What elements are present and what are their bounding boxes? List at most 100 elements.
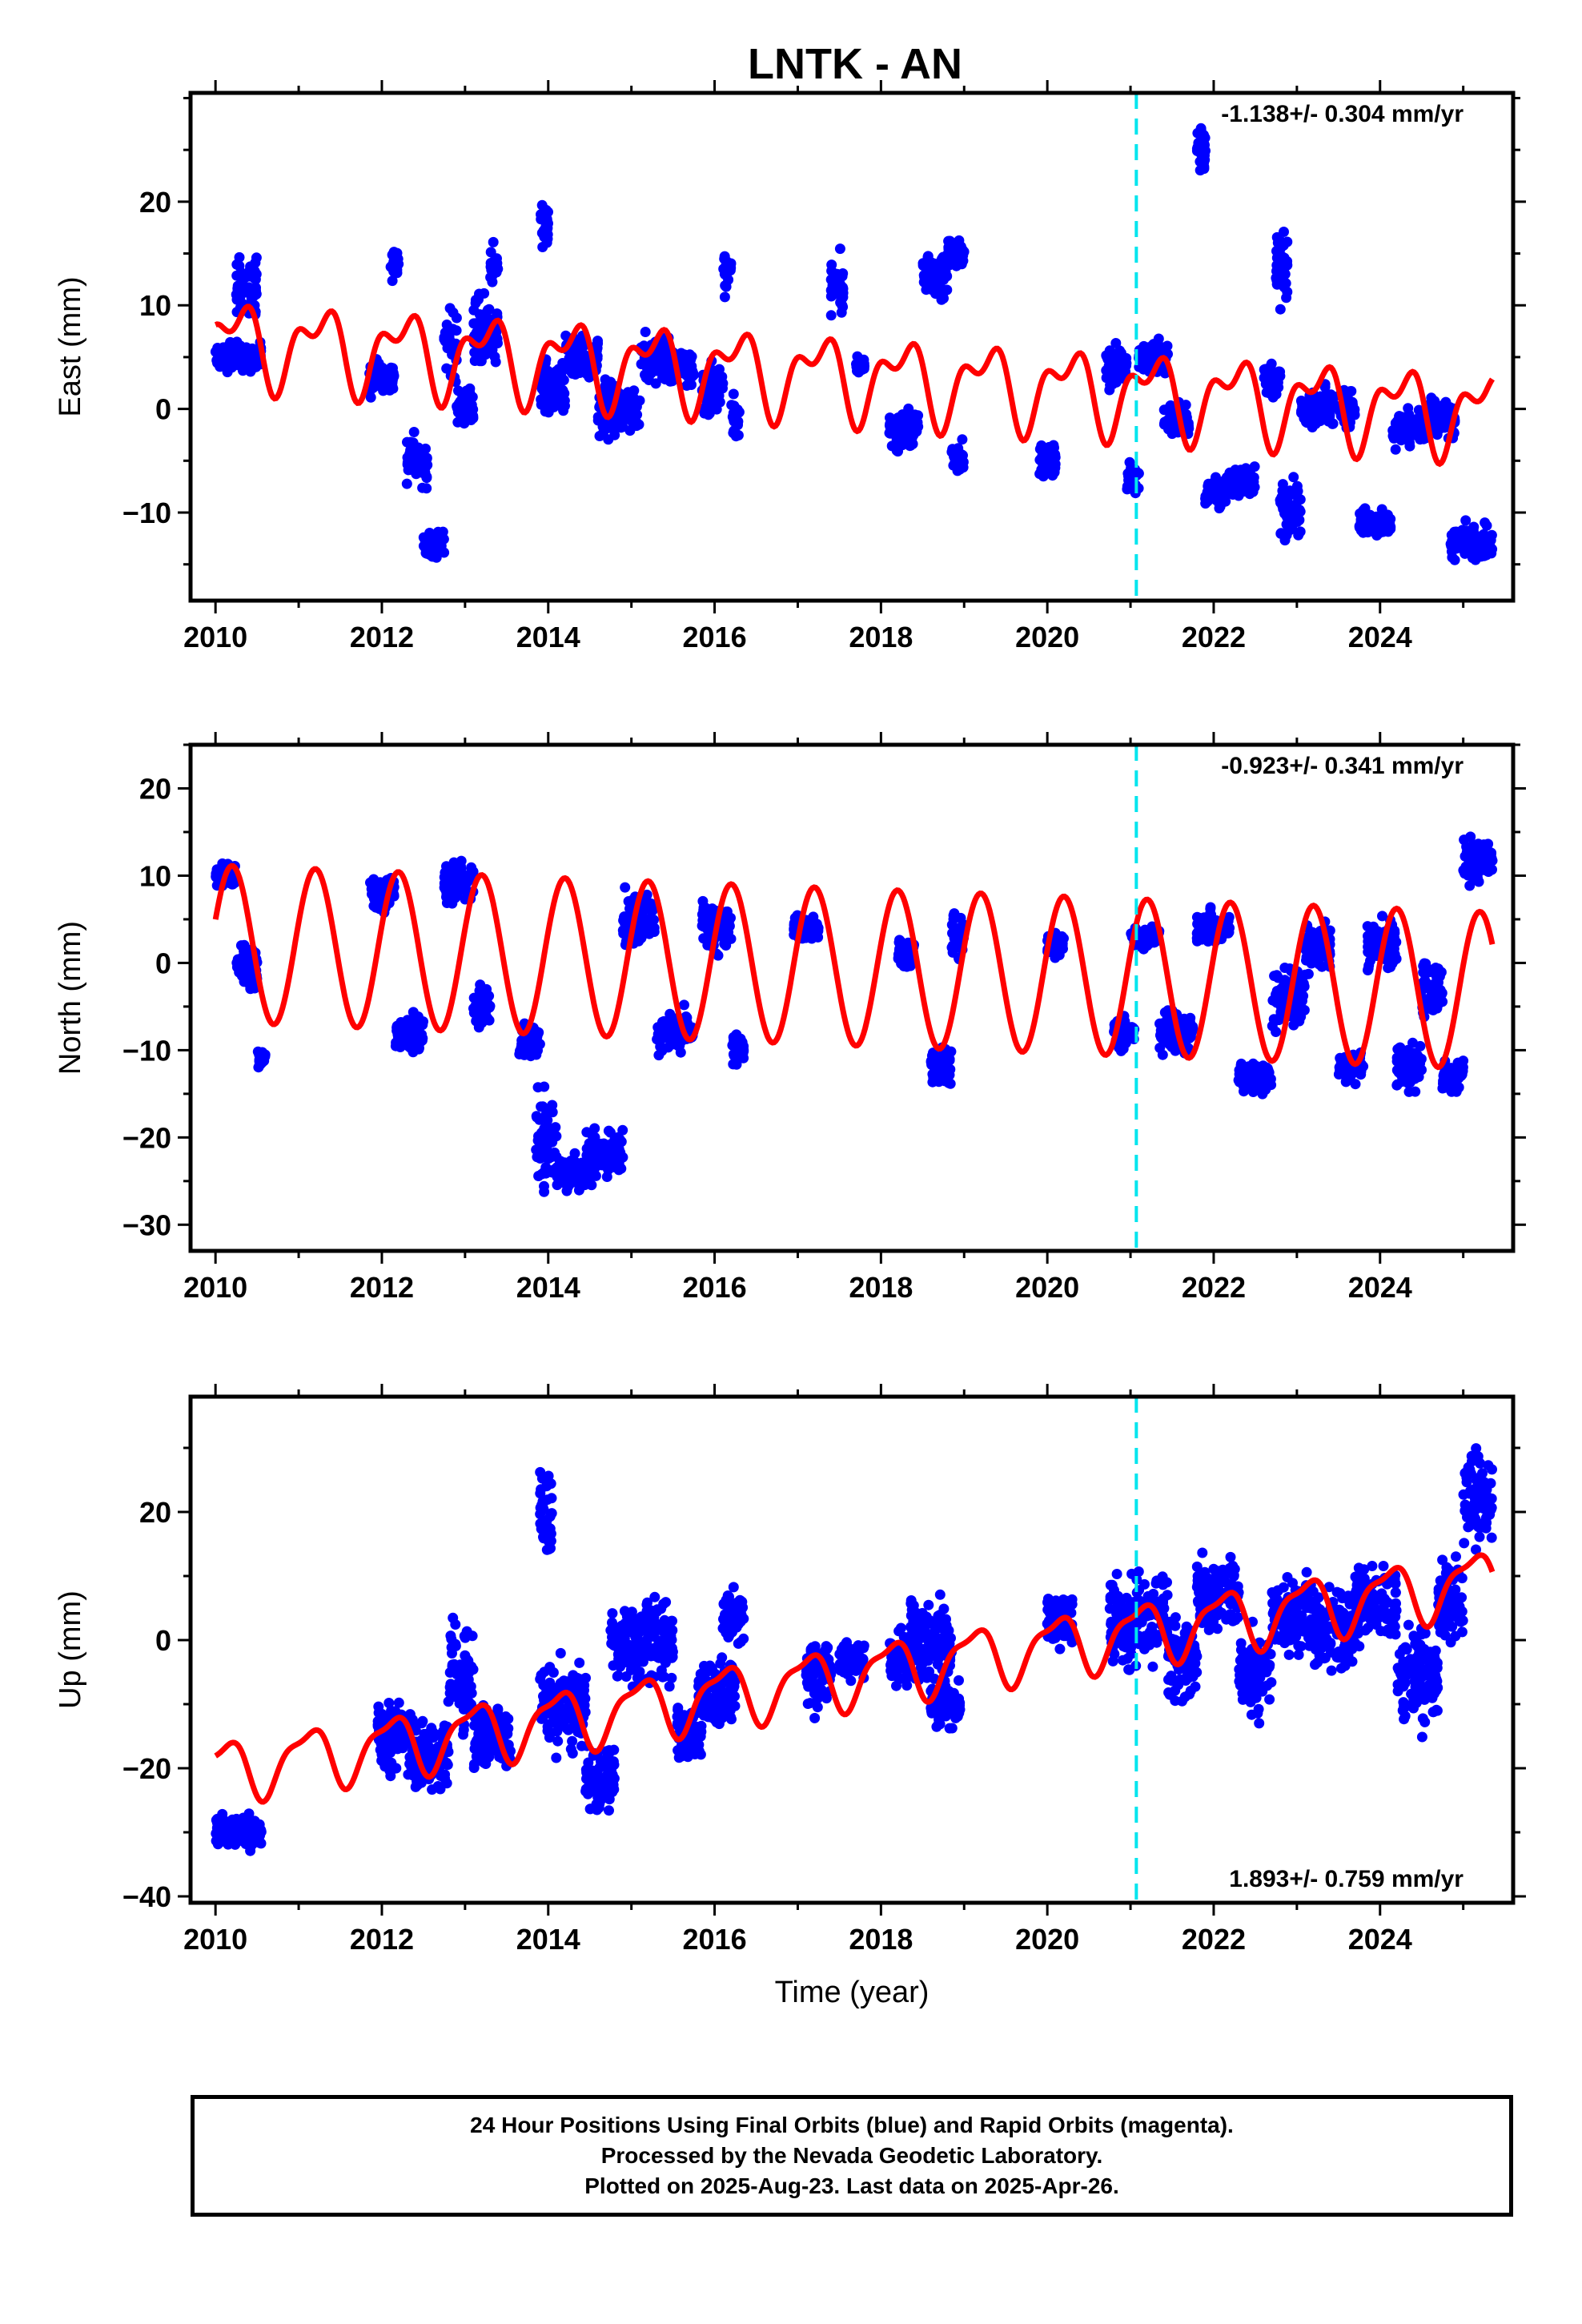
data-point bbox=[1426, 1003, 1437, 1015]
data-point bbox=[837, 268, 849, 279]
data-point bbox=[1418, 967, 1429, 978]
data-point bbox=[464, 383, 476, 394]
data-point bbox=[926, 1055, 937, 1067]
data-point bbox=[808, 911, 819, 923]
data-point bbox=[1056, 931, 1067, 942]
data-point bbox=[917, 260, 929, 271]
data-point bbox=[628, 385, 640, 396]
data-point bbox=[857, 364, 868, 376]
data-point bbox=[1415, 1040, 1426, 1051]
data-point bbox=[934, 279, 946, 291]
data-point bbox=[957, 434, 968, 445]
data-point bbox=[952, 248, 963, 259]
data-point bbox=[721, 940, 732, 951]
data-point bbox=[837, 300, 848, 311]
data-point bbox=[827, 290, 838, 301]
data-point bbox=[705, 906, 717, 917]
data-point bbox=[1288, 502, 1299, 513]
data-point bbox=[952, 453, 963, 464]
data-point bbox=[909, 422, 920, 433]
data-point bbox=[373, 358, 384, 369]
data-point bbox=[556, 1164, 567, 1175]
data-point bbox=[391, 259, 402, 271]
data-point bbox=[451, 312, 462, 324]
data-point bbox=[369, 379, 380, 390]
data-point bbox=[1107, 379, 1118, 390]
data-point bbox=[1392, 428, 1403, 440]
data-point bbox=[1350, 1079, 1361, 1090]
data-point bbox=[679, 999, 689, 1011]
data-point bbox=[675, 1047, 686, 1058]
data-point bbox=[1050, 952, 1061, 963]
data-point bbox=[726, 400, 737, 411]
data-point bbox=[249, 347, 260, 358]
data-point bbox=[1404, 440, 1415, 452]
data-point bbox=[1048, 440, 1059, 451]
data-point bbox=[809, 927, 821, 939]
data-point bbox=[950, 928, 962, 939]
data-point bbox=[1295, 1011, 1307, 1022]
data-point bbox=[1451, 1079, 1462, 1090]
data-point bbox=[552, 1180, 563, 1191]
data-point bbox=[1401, 428, 1412, 439]
data-point bbox=[408, 1007, 419, 1018]
x-tick-label: 2016 bbox=[683, 621, 747, 653]
data-point bbox=[639, 927, 649, 939]
data-point bbox=[699, 919, 710, 931]
data-point bbox=[1200, 491, 1211, 502]
data-point bbox=[901, 956, 912, 967]
y-tick-label: 0 bbox=[155, 393, 171, 426]
data-point bbox=[945, 1078, 956, 1089]
data-point bbox=[532, 1082, 544, 1093]
data-point bbox=[1104, 359, 1115, 369]
data-point bbox=[401, 478, 412, 489]
data-point bbox=[368, 874, 379, 885]
data-point bbox=[951, 942, 962, 953]
data-point bbox=[448, 883, 459, 895]
data-point bbox=[536, 227, 548, 239]
data-point bbox=[1045, 456, 1055, 467]
data-point bbox=[456, 884, 466, 895]
data-point bbox=[722, 267, 733, 278]
data-point bbox=[1249, 461, 1260, 472]
data-point bbox=[211, 346, 222, 357]
data-point bbox=[246, 358, 257, 369]
data-point bbox=[660, 342, 671, 353]
data-point bbox=[640, 327, 651, 337]
data-point bbox=[1122, 468, 1134, 479]
data-point bbox=[558, 375, 569, 386]
data-point bbox=[948, 910, 959, 921]
data-point bbox=[1461, 533, 1472, 545]
data-point bbox=[1436, 407, 1447, 418]
data-point bbox=[1295, 985, 1307, 996]
data-point bbox=[1158, 1018, 1169, 1029]
data-point bbox=[719, 292, 730, 303]
data-point bbox=[1480, 517, 1491, 529]
data-point bbox=[484, 991, 495, 1002]
data-point bbox=[481, 999, 492, 1010]
data-point bbox=[1275, 304, 1286, 315]
data-point bbox=[731, 1059, 742, 1070]
data-point bbox=[604, 1127, 616, 1138]
x-tick-label: 2014 bbox=[516, 621, 580, 653]
data-point bbox=[439, 871, 450, 883]
data-point bbox=[411, 1034, 422, 1044]
data-point bbox=[727, 412, 738, 422]
data-point bbox=[1247, 1087, 1259, 1097]
data-point bbox=[1195, 165, 1206, 176]
data-point bbox=[704, 408, 715, 419]
data-point bbox=[233, 960, 244, 971]
data-point bbox=[1117, 356, 1128, 367]
data-point bbox=[946, 446, 958, 457]
data-point bbox=[1438, 1076, 1449, 1087]
panel-2: 2010 2012 2014 2016 2018 2020 2022 2024−30−20−1… bbox=[54, 732, 1526, 1304]
data-point bbox=[645, 368, 656, 379]
data-point bbox=[658, 335, 669, 346]
panel-frame bbox=[188, 90, 1516, 603]
data-point bbox=[1288, 1019, 1299, 1031]
data-point bbox=[387, 275, 398, 287]
data-point bbox=[1309, 402, 1320, 412]
data-point bbox=[408, 427, 420, 437]
data-point bbox=[574, 344, 585, 355]
